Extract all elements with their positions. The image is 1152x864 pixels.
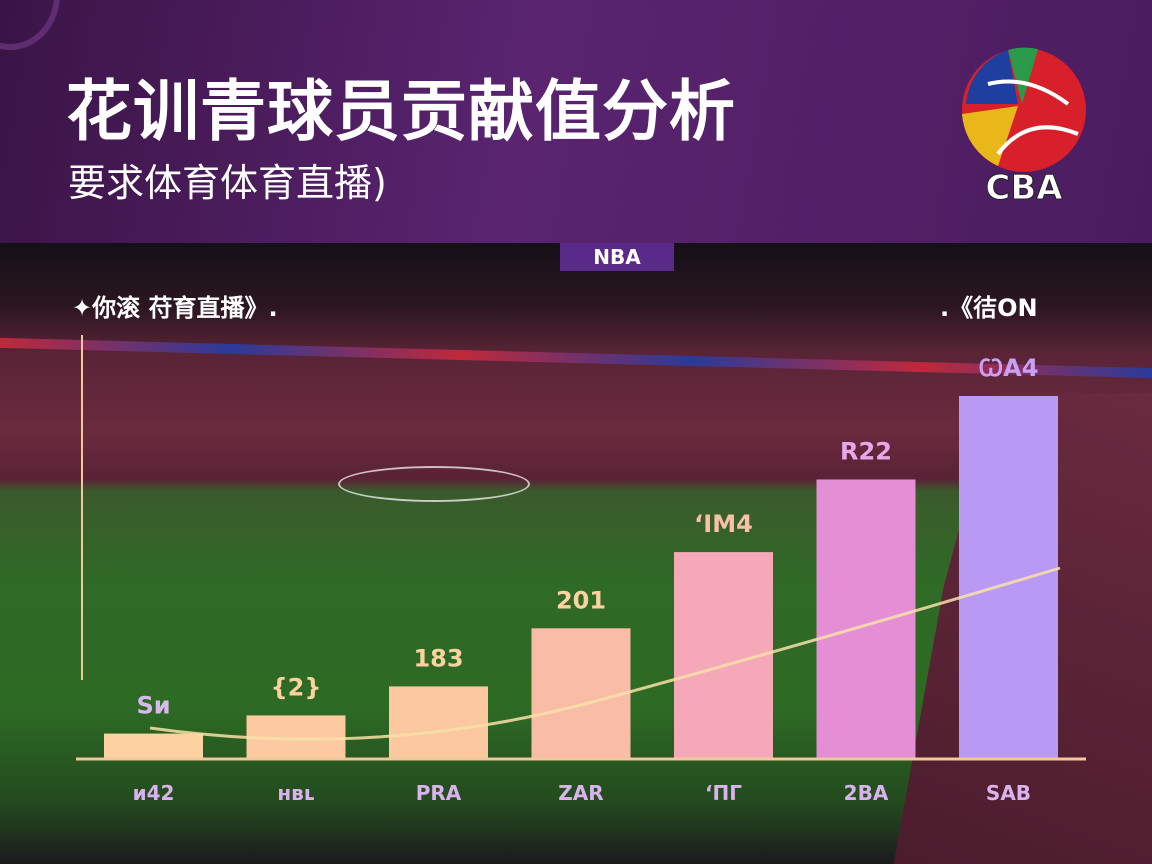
- cba-logo: CBA: [962, 47, 1086, 209]
- x-tick-label: 2BA: [844, 781, 889, 805]
- x-tick-label: PRA: [416, 781, 462, 805]
- caption-left: ✦你滚 苻育直播》.: [72, 294, 278, 322]
- data-label: 201: [556, 586, 606, 614]
- data-label: R22: [840, 437, 892, 465]
- bar: [389, 686, 488, 759]
- data-label: 183: [413, 644, 463, 672]
- bar: [816, 479, 916, 759]
- header-banner: 花训青球员贡献值分析 要求体育体育直播) CBA: [0, 0, 1152, 243]
- svg-text:CBA: CBA: [985, 168, 1063, 208]
- x-tick-label: ZAR: [558, 781, 603, 805]
- x-tick-label: ᴎ42: [133, 781, 175, 805]
- data-label: Sᴎ: [136, 692, 170, 720]
- center-circle: [338, 466, 530, 502]
- x-tick-label: ʜʙʟ: [277, 781, 314, 805]
- bar: [531, 628, 631, 759]
- bar: [959, 396, 1058, 759]
- x-tick-label: ‘ΠΓ: [705, 781, 742, 805]
- data-label: {2}: [271, 673, 322, 701]
- page-subtitle: 要求体育体育直播): [68, 161, 387, 205]
- x-tick-label: SAB: [986, 781, 1031, 805]
- data-label: ‘ΙM4: [694, 510, 753, 538]
- data-label: ꞶA4: [979, 354, 1039, 382]
- scoreboard: NBA: [560, 243, 674, 271]
- bar: [104, 733, 203, 759]
- caption-right: .《㣟ON: [940, 294, 1038, 322]
- page-title: 花训青球员贡献值分析: [66, 73, 736, 150]
- trend-line: [149, 566, 1061, 741]
